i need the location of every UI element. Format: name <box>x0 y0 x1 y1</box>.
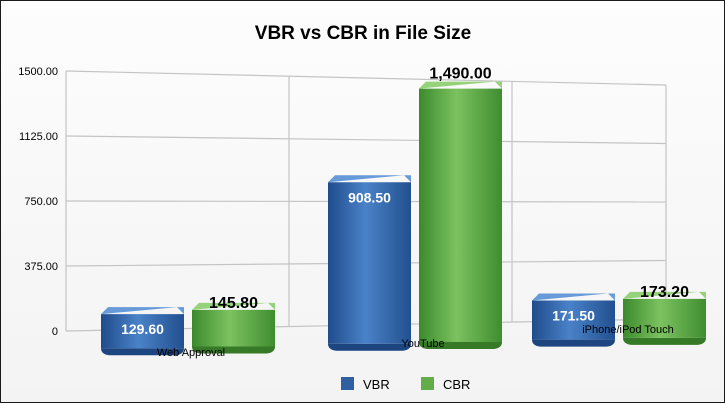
bar-value-label: 145.80 <box>209 295 258 312</box>
bar-top <box>101 307 184 315</box>
chart-title: VBR vs CBR in File Size <box>255 23 471 44</box>
y-tick-label: 375.00 <box>24 261 58 273</box>
bar-value-label: 1,490.00 <box>429 66 491 83</box>
bar-cbr: 145.80 <box>192 295 275 354</box>
bar-cbr: 1,490.00 <box>419 66 502 349</box>
bar-base <box>328 343 411 351</box>
legend-swatch-vbr <box>341 377 354 390</box>
legend-swatch-cbr <box>421 377 434 390</box>
bar-cbr: 173.20 <box>623 284 706 345</box>
bar-body <box>532 300 615 340</box>
legend-label-cbr: CBR <box>443 377 470 392</box>
x-axis-categories: Web Approval YouTube iPhone/iPod Touch <box>157 324 674 359</box>
bar-base <box>623 337 706 345</box>
bar-top <box>328 175 411 183</box>
bar-vbr: 129.60 <box>101 307 184 356</box>
bars: 129.60 145.80 908.50 1,490.00 171.50 173.20 <box>101 66 706 356</box>
bar-base <box>192 346 275 354</box>
bar-value-label: 908.50 <box>348 189 391 205</box>
bar-vbr: 908.50 <box>328 175 411 351</box>
gridline-y <box>65 70 667 86</box>
y-axis-ticks: 0 375.00 750.00 1125.00 1500.00 <box>18 66 58 338</box>
bar-body <box>328 182 411 344</box>
bar-body <box>192 309 275 347</box>
x-category-label: Web Approval <box>157 347 225 359</box>
bar-value-label: 171.50 <box>552 307 595 323</box>
bar-base <box>532 339 615 347</box>
bar-top <box>419 81 502 89</box>
bar-value-label: 173.20 <box>640 284 689 301</box>
legend-label-vbr: VBR <box>363 377 390 392</box>
y-tick-label: 0 <box>52 326 58 338</box>
bar-top <box>192 302 275 310</box>
gridline-y <box>65 135 667 145</box>
bar-vbr: 171.50 <box>532 293 615 347</box>
bar-base <box>419 341 502 349</box>
bar-body <box>623 298 706 338</box>
y-tick-label: 750.00 <box>24 196 58 208</box>
bar-value-label: 129.60 <box>121 321 164 337</box>
bar-body <box>101 314 184 349</box>
bar-top <box>623 291 706 299</box>
legend: VBR CBR <box>341 377 470 392</box>
y-tick-label: 1500.00 <box>18 66 58 78</box>
bar-top <box>532 293 615 301</box>
x-category-label: YouTube <box>401 338 444 350</box>
x-category-label: iPhone/iPod Touch <box>582 324 674 336</box>
y-tick-label: 1125.00 <box>19 131 58 143</box>
bar-body <box>419 88 502 342</box>
bar-base <box>101 348 184 356</box>
